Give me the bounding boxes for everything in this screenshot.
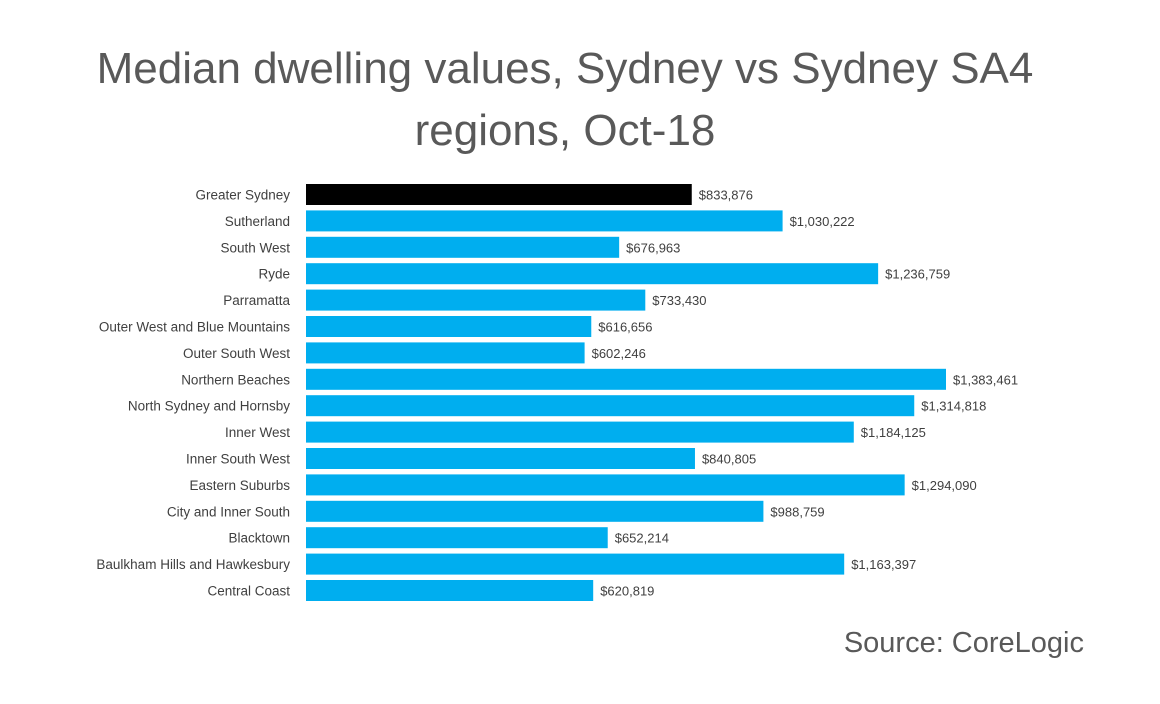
category-label: North Sydney and Hornsby bbox=[128, 399, 290, 414]
value-label: $1,163,397 bbox=[851, 557, 916, 572]
category-label: Blacktown bbox=[228, 531, 290, 546]
category-label: South West bbox=[220, 240, 290, 255]
category-label: Baulkham Hills and Hawkesbury bbox=[96, 557, 290, 572]
category-label: Central Coast bbox=[207, 584, 290, 599]
category-label: Sutherland bbox=[225, 214, 290, 229]
category-label: Ryde bbox=[258, 267, 290, 282]
value-label: $602,246 bbox=[592, 346, 646, 361]
bar bbox=[306, 263, 879, 285]
value-label: $1,236,759 bbox=[885, 267, 950, 282]
value-label: $840,805 bbox=[702, 452, 756, 467]
chart-title-line-2: regions, Oct-18 bbox=[414, 106, 716, 155]
category-label: Eastern Suburbs bbox=[189, 478, 290, 493]
value-label: $616,656 bbox=[598, 320, 652, 335]
value-label: $620,819 bbox=[600, 584, 654, 599]
category-axis-labels: Greater Sydney Sutherland South West Ryde Pa… bbox=[96, 188, 290, 599]
bar bbox=[306, 316, 592, 337]
chart-title: Median dwelling values, Sydney vs Sydney… bbox=[0, 38, 1130, 162]
bar bbox=[306, 448, 695, 469]
value-labels: $833,876 $1,030,222 $676,963 $1,236,759 $733… bbox=[592, 188, 1018, 599]
bar bbox=[306, 580, 594, 601]
value-label: $1,184,125 bbox=[861, 425, 926, 440]
bar bbox=[306, 527, 608, 549]
value-label: $676,963 bbox=[626, 240, 680, 255]
category-label: Parramatta bbox=[223, 293, 290, 308]
bar bbox=[306, 210, 783, 232]
value-label: $1,314,818 bbox=[921, 399, 986, 414]
bar bbox=[306, 395, 915, 417]
bar bbox=[306, 553, 845, 575]
category-label: City and Inner South bbox=[167, 504, 290, 519]
source-note: Source: CoreLogic bbox=[843, 627, 1084, 659]
value-label: $733,430 bbox=[652, 293, 706, 308]
bar bbox=[306, 342, 585, 364]
bars bbox=[306, 184, 946, 601]
bar bbox=[306, 421, 854, 443]
value-label: $1,383,461 bbox=[953, 372, 1018, 387]
value-label: $833,876 bbox=[699, 188, 753, 203]
value-label: $1,030,222 bbox=[790, 214, 855, 229]
bar bbox=[306, 474, 905, 496]
chart-title-line-1: Median dwelling values, Sydney vs Sydney… bbox=[96, 44, 1034, 93]
value-label: $1,294,090 bbox=[912, 478, 977, 493]
category-label: Greater Sydney bbox=[195, 188, 290, 203]
value-label: $988,759 bbox=[770, 504, 824, 519]
bar bbox=[306, 289, 646, 311]
bar bbox=[306, 236, 620, 258]
category-label: Inner South West bbox=[186, 452, 290, 467]
category-label: Outer West and Blue Mountains bbox=[99, 320, 290, 335]
category-label: Northern Beaches bbox=[181, 372, 290, 387]
value-label: $652,214 bbox=[615, 531, 669, 546]
bar bbox=[306, 368, 946, 390]
bar bbox=[306, 184, 692, 205]
category-label: Inner West bbox=[225, 425, 290, 440]
category-label: Outer South West bbox=[183, 346, 290, 361]
bar bbox=[306, 500, 764, 522]
